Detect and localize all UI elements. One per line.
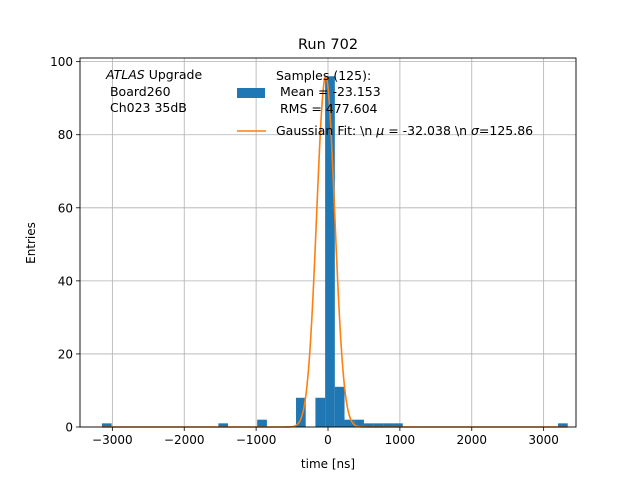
histogram-bar — [393, 423, 403, 427]
histogram-bar — [296, 397, 306, 427]
x-tick-label: −1000 — [236, 433, 277, 447]
annotation-upgrade: Upgrade — [145, 67, 203, 82]
x-tick-label: 2000 — [456, 433, 487, 447]
histogram-bar — [558, 423, 568, 427]
y-tick-label: 80 — [58, 128, 73, 142]
legend-histogram-swatch — [237, 88, 265, 98]
x-tick-label: 0 — [324, 433, 332, 447]
annotation-line-2: Board260 — [106, 84, 171, 99]
histogram-bar — [315, 397, 326, 427]
chart-title: Run 702 — [298, 37, 358, 53]
x-tick-label: −2000 — [164, 433, 205, 447]
x-axis-label: time [ns] — [301, 457, 355, 471]
annotation-line-1: ATLAS Upgrade — [105, 67, 202, 82]
histogram-bar — [383, 423, 394, 427]
legend-fit-sigma: σ — [471, 123, 480, 138]
legend-fit-label: Gaussian Fit: \n μ = -32.038 \n σ=125.86 — [276, 123, 533, 138]
histogram-bar — [218, 423, 229, 427]
y-tick-label: 40 — [58, 274, 73, 288]
annotation-atlas: ATLAS — [105, 67, 145, 82]
histogram-bar — [354, 419, 364, 427]
histogram-bar — [344, 419, 355, 427]
y-tick-label: 60 — [58, 201, 73, 215]
legend: Samples (125): Mean = -23.153 RMS = 477.… — [237, 68, 533, 138]
legend-fit-part-3: =125.86 — [479, 123, 533, 138]
x-tick-label: −3000 — [92, 433, 133, 447]
legend-hist-line-1: Samples (125): — [276, 68, 371, 83]
histogram-bar — [325, 76, 335, 427]
y-tick-label: 100 — [50, 55, 73, 69]
atlas-annotation: ATLAS Upgrade Board260 Ch023 35dB — [105, 67, 202, 115]
axis-ticks: −3000 −2000 −1000 0 1000 2000 3000 0 20 40 60 80 100 — [50, 55, 559, 447]
histogram-bar — [257, 419, 267, 427]
histogram-bar — [363, 423, 374, 427]
legend-hist-line-3: RMS = 477.604 — [276, 101, 378, 116]
y-tick-label: 20 — [58, 347, 73, 361]
annotation-line-3: Ch023 35dB — [106, 100, 187, 115]
histogram-bar — [334, 386, 345, 427]
legend-fit-mu: μ — [375, 123, 384, 138]
legend-hist-line-2: Mean = -23.153 — [276, 84, 381, 99]
histogram-bar — [373, 423, 384, 427]
y-axis-label: Entries — [24, 222, 38, 264]
legend-fit-part-2: = -32.038 \n — [384, 123, 471, 138]
x-tick-label: 3000 — [528, 433, 559, 447]
y-tick-label: 0 — [65, 421, 73, 435]
legend-fit-part-1: Gaussian Fit: \n — [276, 123, 376, 138]
histogram-bars — [101, 76, 568, 427]
histogram-bar — [101, 423, 112, 427]
x-tick-label: 1000 — [385, 433, 416, 447]
